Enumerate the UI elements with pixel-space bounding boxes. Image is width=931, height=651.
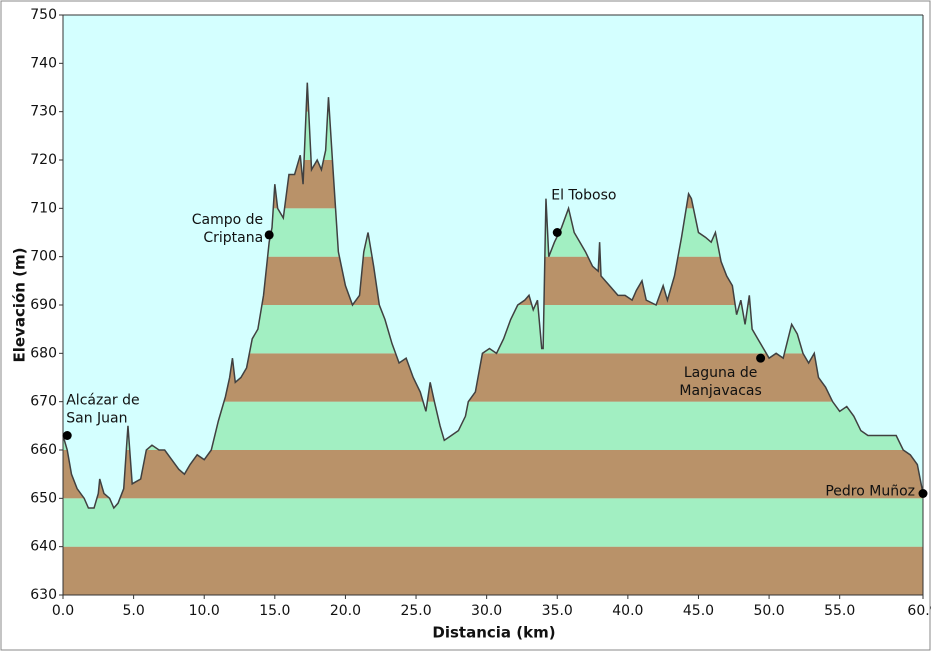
y-tick-label: 680 bbox=[30, 345, 57, 361]
y-tick-label: 710 bbox=[30, 200, 57, 216]
y-tick-label: 700 bbox=[30, 249, 57, 265]
elevation-band bbox=[63, 498, 923, 547]
x-tick-label: 45.0 bbox=[683, 603, 714, 619]
elevation-band bbox=[63, 546, 923, 595]
place-marker bbox=[918, 489, 928, 498]
place-marker bbox=[756, 353, 766, 363]
place-label: Pedro Muñoz bbox=[825, 484, 915, 500]
place-label: Campo de bbox=[192, 212, 263, 228]
place-label: Criptana bbox=[203, 230, 263, 246]
x-tick-label: 5.0 bbox=[122, 603, 144, 619]
place-label: San Juan bbox=[66, 411, 127, 427]
x-tick-label: 60.9 bbox=[907, 603, 931, 619]
x-axis-title: Distancia (km) bbox=[432, 624, 555, 642]
place-marker bbox=[62, 431, 72, 440]
y-tick-label: 740 bbox=[30, 55, 57, 71]
x-tick-label: 50.0 bbox=[753, 603, 784, 619]
x-tick-label: 0.0 bbox=[52, 603, 74, 619]
y-tick-label: 650 bbox=[30, 490, 57, 506]
y-tick-label: 670 bbox=[30, 394, 57, 410]
profile-line bbox=[62, 82, 924, 510]
y-tick-label: 720 bbox=[30, 152, 57, 168]
place-label: Laguna de bbox=[684, 365, 758, 381]
y-tick-label: 660 bbox=[30, 442, 57, 458]
place-label: El Toboso bbox=[551, 188, 616, 204]
x-tick-label: 20.0 bbox=[330, 603, 361, 619]
y-tick-label: 750 bbox=[30, 7, 57, 23]
y-tick-label: 640 bbox=[30, 539, 57, 555]
x-tick-label: 55.0 bbox=[824, 603, 855, 619]
y-tick-label: 630 bbox=[30, 587, 57, 603]
place-label: Manjavacas bbox=[679, 383, 761, 399]
place-label: Alcázar de bbox=[66, 393, 139, 409]
place-marker bbox=[264, 230, 274, 240]
x-tick-label: 10.0 bbox=[189, 603, 220, 619]
x-tick-label: 30.0 bbox=[471, 603, 502, 619]
elevation-band bbox=[63, 450, 923, 499]
place-marker bbox=[552, 228, 562, 237]
y-axis-title: Elevación (m) bbox=[11, 247, 29, 362]
y-tick-label: 730 bbox=[30, 104, 57, 120]
x-tick-label: 35.0 bbox=[542, 603, 573, 619]
x-tick-label: 15.0 bbox=[259, 603, 290, 619]
x-tick-label: 40.0 bbox=[612, 603, 643, 619]
y-tick-label: 690 bbox=[30, 297, 57, 313]
x-tick-label: 25.0 bbox=[400, 603, 431, 619]
